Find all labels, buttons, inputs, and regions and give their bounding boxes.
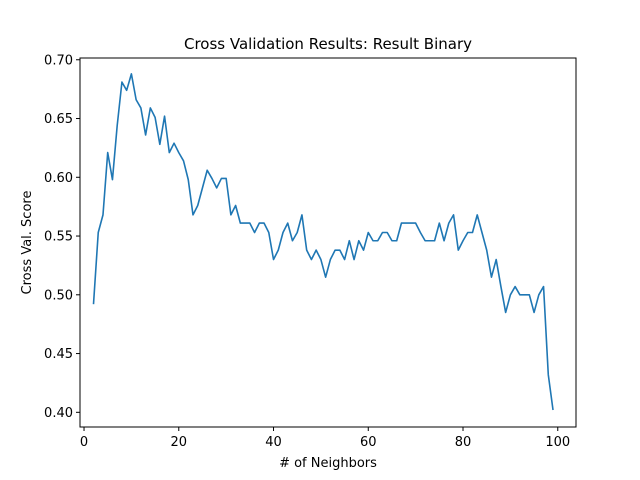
y-axis: 0.40 0.45 0.50 0.55 0.60 0.65 0.70 [44, 53, 80, 421]
x-tick-label: 0 [80, 435, 88, 450]
x-tick-label: 80 [455, 435, 472, 450]
y-tick-label: 0.55 [44, 230, 73, 245]
y-tick-label: 0.50 [44, 288, 73, 303]
plot-area [92, 73, 554, 411]
y-tick-label: 0.45 [44, 347, 73, 362]
axes-frame [79, 57, 577, 428]
x-tick-label: 40 [265, 435, 282, 450]
x-tick-label: 60 [360, 435, 377, 450]
x-axis: 0 20 40 60 80 100 [80, 427, 570, 450]
y-tick-label: 0.60 [44, 171, 73, 186]
y-tick-label: 0.70 [44, 53, 73, 68]
y-tick-label: 0.65 [44, 112, 73, 127]
chart-title: Cross Validation Results: Result Binary [184, 35, 472, 53]
y-tick-label: 0.40 [44, 406, 73, 421]
x-tick-label: 100 [545, 435, 570, 450]
series-line-0 [92, 73, 554, 411]
x-axis-label: # of Neighbors [279, 456, 377, 471]
y-axis-label: Cross Val. Score [20, 191, 35, 295]
x-tick-label: 20 [171, 435, 188, 450]
